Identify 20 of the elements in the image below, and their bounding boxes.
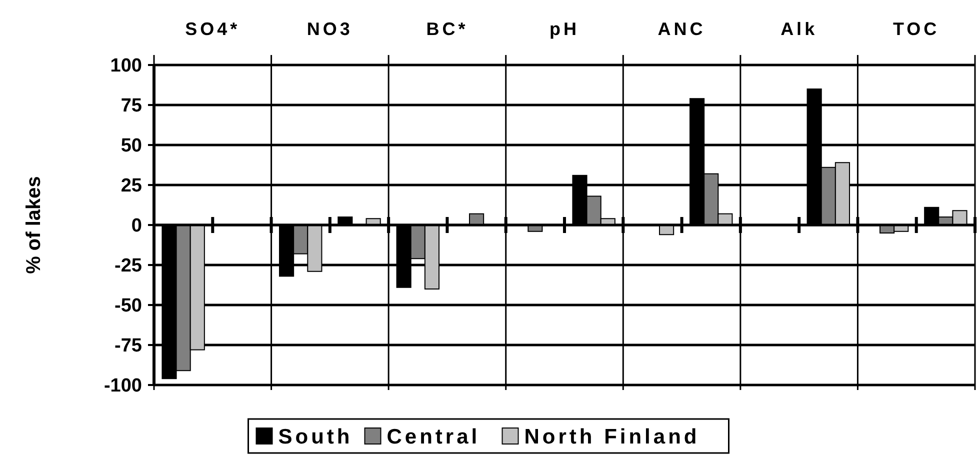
y-tick-label: -50 bbox=[114, 296, 142, 317]
y-tick-label: -75 bbox=[114, 336, 142, 357]
x-tick-label: NO3 bbox=[306, 19, 353, 39]
y-tick-label: 75 bbox=[120, 96, 142, 117]
y-tick-label: -25 bbox=[114, 256, 142, 277]
x-tick-label: Alk bbox=[780, 19, 818, 39]
x-tick-label: BC* bbox=[426, 19, 468, 39]
legend-label: South bbox=[278, 426, 353, 449]
x-tick-label: TOC bbox=[893, 19, 940, 39]
x-tick-label: pH bbox=[550, 19, 580, 39]
y-tick-label: 0 bbox=[131, 216, 142, 237]
x-tick-label: ANC bbox=[658, 19, 706, 39]
y-tick-label: 25 bbox=[120, 176, 142, 197]
legend-label: Central bbox=[386, 426, 480, 449]
y-axis-title: % of lakes bbox=[23, 176, 45, 274]
x-tick-label: SO4* bbox=[185, 19, 240, 39]
y-tick-label: 100 bbox=[110, 56, 142, 77]
y-tick-label: 50 bbox=[120, 136, 142, 157]
legend-label: North Finland bbox=[524, 426, 700, 449]
y-tick-label: -100 bbox=[104, 376, 142, 397]
